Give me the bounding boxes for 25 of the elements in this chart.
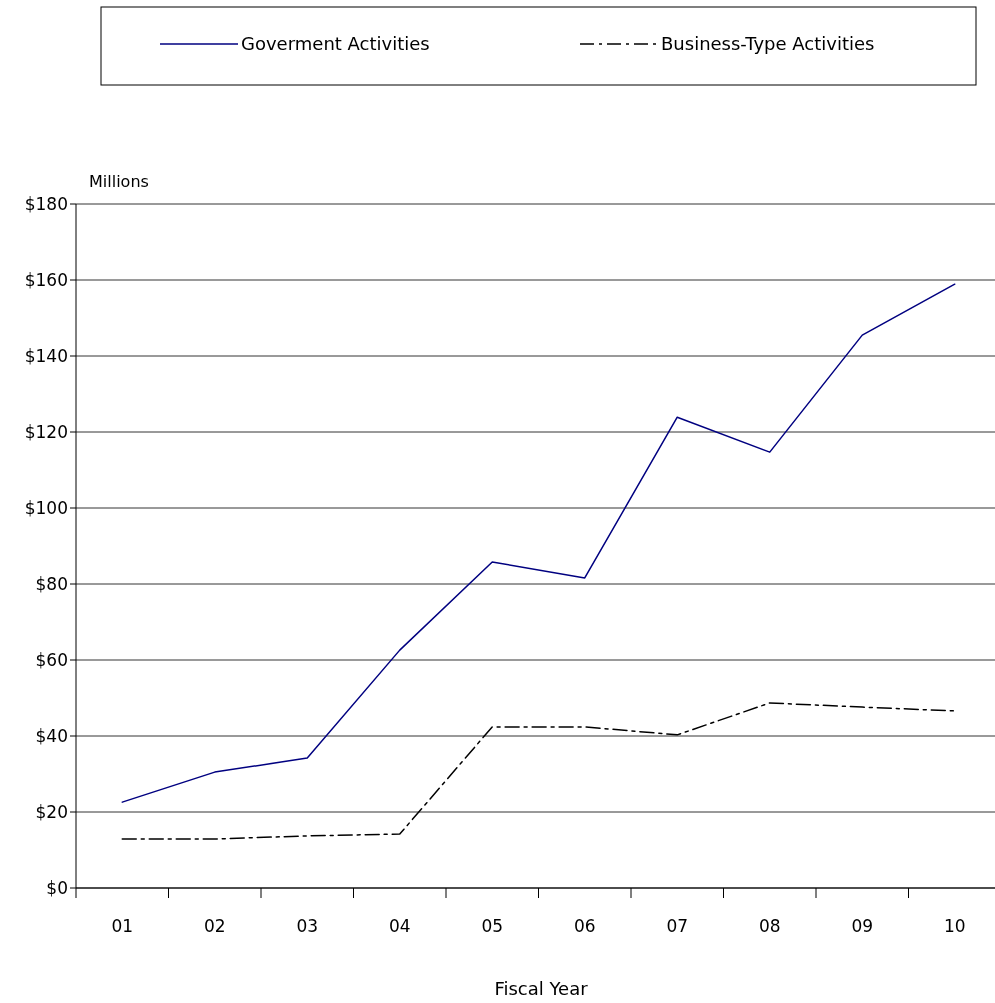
x-tick-label: 08 — [758, 916, 781, 936]
y-tick-label: $40 — [35, 725, 68, 746]
y-tick-label: $60 — [35, 649, 68, 670]
x-tick-label: 10 — [943, 916, 966, 936]
x-tick-label: 02 — [203, 916, 226, 936]
y-tick-label: $120 — [24, 421, 68, 442]
y-tick-label: $140 — [24, 345, 68, 366]
y-tick-label: $80 — [35, 573, 68, 594]
x-tick-label: 09 — [851, 916, 874, 936]
y-tick-label: $20 — [35, 801, 68, 822]
legend-label: Business-Type Activities — [661, 33, 875, 55]
x-tick-label: 07 — [666, 916, 689, 936]
y-tick-label: $180 — [24, 193, 68, 214]
legend-label: Goverment Activities — [241, 33, 430, 55]
x-tick-label: 04 — [388, 916, 411, 936]
y-tick-label: $100 — [24, 497, 68, 518]
x-tick-label: 03 — [296, 916, 319, 936]
x-tick-label: 06 — [573, 916, 596, 936]
x-tick-label: 01 — [111, 916, 134, 936]
y-tick-label: $0 — [46, 877, 68, 898]
y-tick-label: $160 — [24, 269, 68, 290]
line-series — [121, 283, 956, 803]
x-axis-title: Fiscal Year — [494, 978, 589, 999]
x-tick-label: 05 — [481, 916, 504, 936]
y-axis-title: Millions — [89, 172, 149, 191]
